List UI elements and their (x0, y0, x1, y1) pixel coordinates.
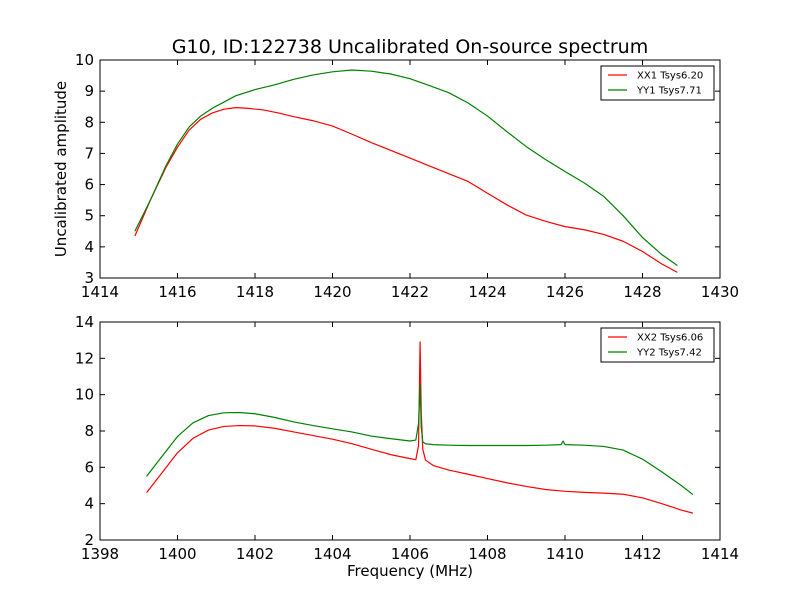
top-legend: XX1 Tsys6.20 YY1 Tsys7.71 (600, 65, 715, 101)
top-y-tick-label: 4 (84, 238, 94, 256)
bottom-x-tick-label: 1404 (313, 545, 351, 563)
top-legend-label-0: XX1 Tsys6.20 (637, 71, 703, 82)
bottom-panel-axes: 1398 1400 1402 1404 1406 1408 1410 1412 14142468… (75, 313, 739, 580)
bottom-x-tick-label: 1408 (468, 545, 506, 563)
bottom-y-tick-label: 14 (75, 313, 94, 331)
bottom-y-tick-label: 10 (75, 386, 94, 404)
top-y-tick-label: 3 (84, 269, 94, 287)
bottom-y-tick-label: 4 (84, 495, 94, 513)
bottom-x-tick-label: 1400 (158, 545, 196, 563)
bottom-legend: XX2 Tsys6.06 YY2 Tsys7.42 (600, 327, 715, 363)
top-x-tick-label: 1430 (701, 283, 739, 301)
bottom-series-line-1 (146, 383, 694, 496)
top-x-tick-label: 1424 (468, 283, 506, 301)
top-x-tick-label: 1428 (623, 283, 661, 301)
bottom-x-tick-label: 1414 (701, 545, 739, 563)
top-panel-axes: 1414 1416 1418 1420 1422 1424 1426 1428 1430 3 4 5 6… (52, 51, 739, 301)
bottom-x-tick-label: 1398 (81, 545, 119, 563)
top-y-tick-label: 9 (84, 82, 94, 100)
top-x-tick-label: 1414 (81, 283, 119, 301)
bottom-legend-label-1: YY2 Tsys7.42 (636, 348, 702, 359)
top-x-tick-label: 1426 (546, 283, 584, 301)
top-y-tick-label: 8 (84, 113, 94, 131)
bottom-x-tick-label: 1410 (546, 545, 584, 563)
bottom-legend-box (600, 327, 715, 363)
top-series-line-1 (134, 69, 678, 267)
top-y-tick-label: 10 (75, 51, 94, 69)
top-y-tick-label: 5 (84, 207, 94, 225)
bottom-x-axis-label: Frequency (MHz) (347, 562, 473, 580)
top-y-axis-label: Uncalibrated amplitude (52, 81, 70, 257)
top-x-tick-label: 1422 (391, 283, 429, 301)
top-y-tick-label: 6 (84, 176, 94, 194)
top-y-tick-label: 7 (84, 144, 94, 162)
top-series-line-0 (134, 107, 678, 273)
bottom-x-tick-label: 1412 (623, 545, 661, 563)
bottom-series-line-0 (146, 341, 694, 514)
bottom-y-tick-label: 12 (75, 349, 94, 367)
bottom-y-tick-label: 8 (84, 422, 94, 440)
top-x-tick-label: 1420 (313, 283, 351, 301)
top-legend-box (600, 65, 715, 101)
bottom-y-tick-label: 2 (84, 531, 94, 549)
bottom-legend-label-0: XX2 Tsys6.06 (637, 333, 703, 344)
top-x-tick-label: 1416 (158, 283, 196, 301)
bottom-y-tick-label: 6 (84, 458, 94, 476)
top-x-tick-label: 1418 (236, 283, 274, 301)
top-legend-label-1: YY1 Tsys7.71 (636, 86, 702, 97)
figure-title: G10, ID:122738 Uncalibrated On-source sp… (172, 36, 648, 58)
bottom-x-tick-label: 1402 (236, 545, 274, 563)
bottom-x-tick-label: 1406 (391, 545, 429, 563)
